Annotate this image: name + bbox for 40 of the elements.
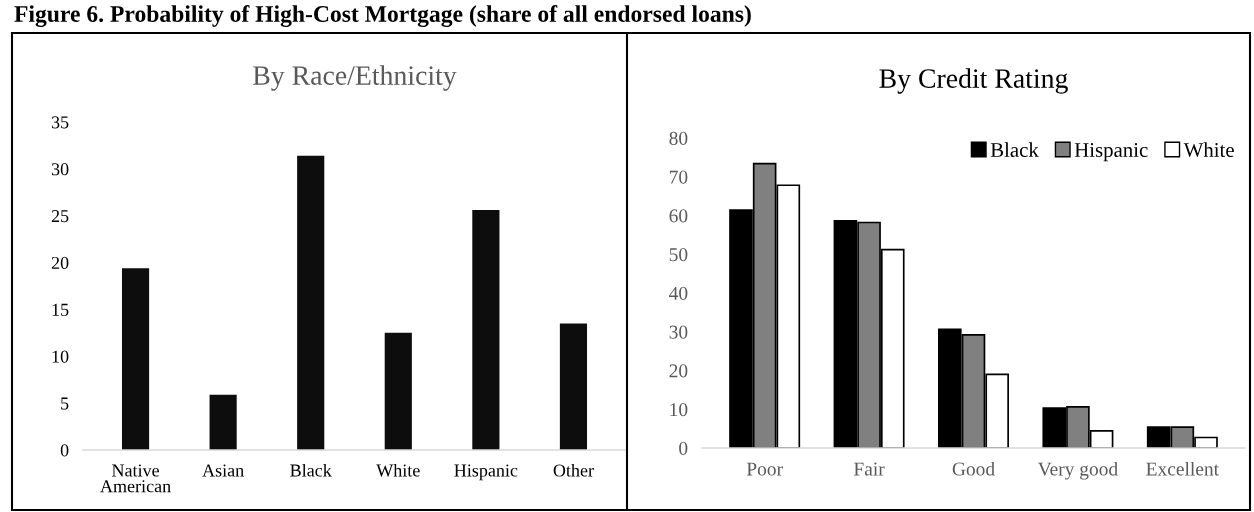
y-tick-label: 0 (60, 444, 69, 457)
x-tick-label: Excellent (1146, 461, 1219, 476)
y-tick-label: 0 (679, 441, 688, 455)
x-tick-label: Very good (1037, 461, 1118, 480)
y-tick-label: 25 (51, 210, 69, 223)
y-tick-label: 60 (669, 209, 688, 223)
x-tick-label: White (376, 463, 420, 477)
y-tick-label: 15 (52, 303, 69, 316)
bar (472, 210, 500, 450)
chart-subtitle: By Race/Ethnicity (253, 65, 457, 91)
bar (209, 394, 237, 450)
x-tick-label: Hispanic (454, 464, 518, 481)
x-tick-label: Good (952, 461, 995, 476)
y-tick-label: 10 (52, 350, 69, 363)
y-tick-label: 80 (669, 131, 688, 145)
y-tick-label: 70 (669, 170, 688, 184)
x-tick-label: Poor (746, 462, 783, 476)
y-tick-label: 20 (51, 256, 69, 270)
y-tick-label: 10 (670, 403, 688, 417)
y-tick-label: 30 (51, 163, 69, 176)
chart-title: Figure 6. Probability of High-Cost Mortgage (share of all endorsed loans) (14, 5, 751, 27)
legend-label: White (1183, 142, 1234, 158)
y-tick-label: 20 (669, 364, 688, 378)
x-tick-label: Fair (853, 462, 885, 476)
bar (121, 268, 150, 450)
legend-label: Hispanic (1074, 143, 1148, 162)
y-tick-label: 50 (669, 248, 688, 262)
legend-label: Black (990, 142, 1039, 158)
y-tick-label: 40 (669, 286, 688, 300)
chart-title: By Credit Rating (879, 68, 1068, 94)
x-tick-label: Asian (202, 464, 244, 477)
x-tick-label: Black (290, 463, 332, 477)
bar (297, 155, 325, 450)
bar (384, 332, 412, 450)
x-tick-label: Other (553, 463, 594, 477)
y-tick-label: 35 (51, 116, 69, 129)
bar (559, 323, 588, 450)
y-tick-label: 30 (669, 325, 688, 339)
y-tick-label: 5 (61, 397, 69, 410)
x-tick-label: Native American (100, 464, 171, 493)
